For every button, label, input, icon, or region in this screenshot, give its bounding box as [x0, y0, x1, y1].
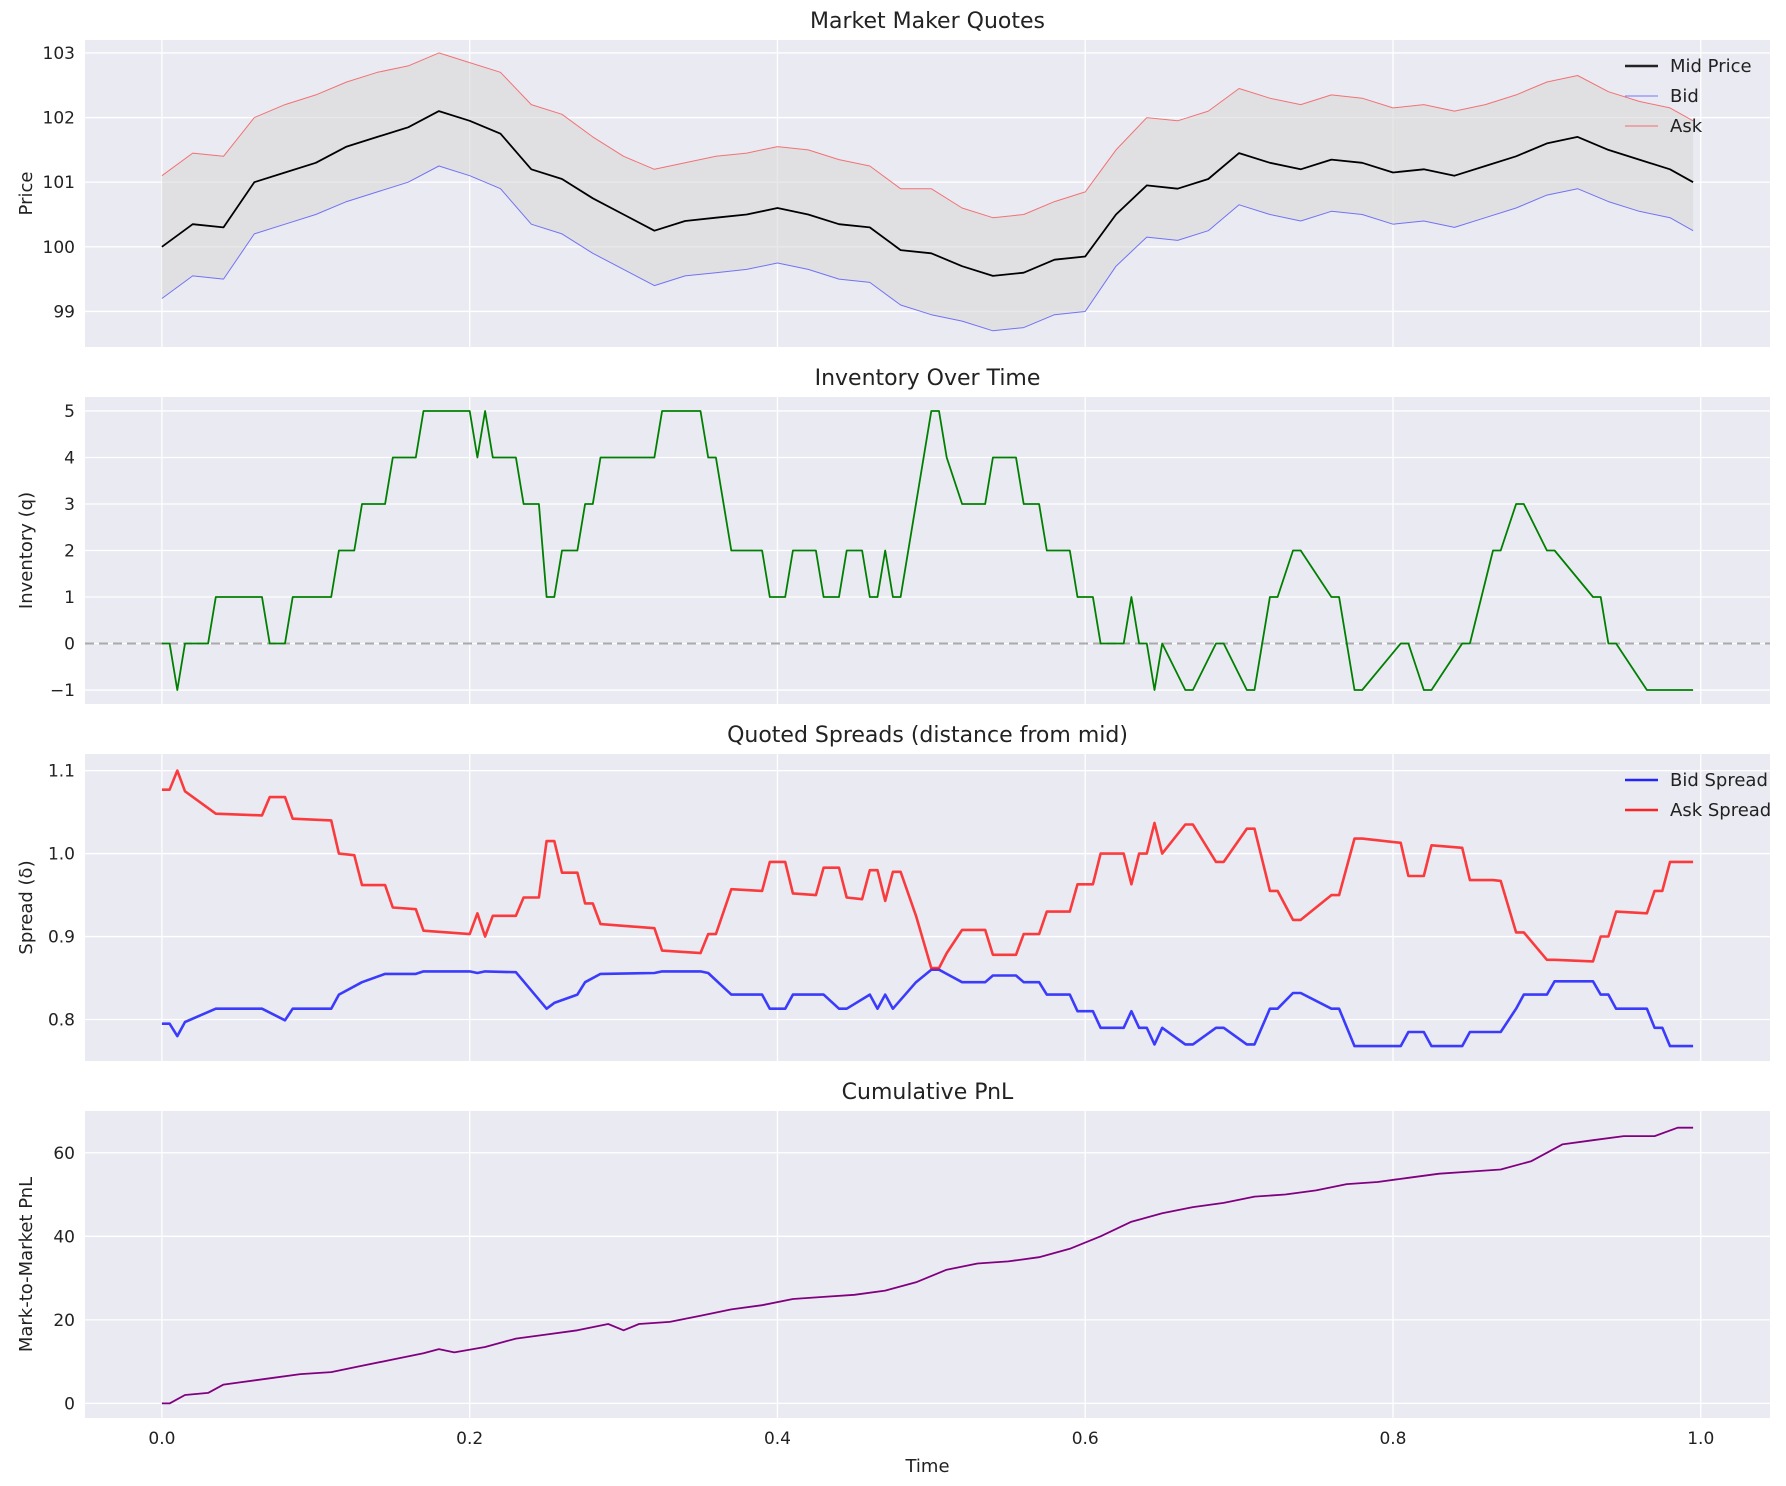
- y-tick-label: 20: [53, 1311, 75, 1331]
- chart-panel-3: Quoted Spreads (distance from mid) Spread…: [16, 723, 1771, 1061]
- y-tick-label: −1: [50, 681, 75, 701]
- y-tick-label: 100: [43, 238, 75, 258]
- y-tick-label: 5: [64, 402, 75, 422]
- x-tick-label: 0.2: [456, 1429, 483, 1449]
- chart-panel-1: Market Maker Quotes Price 99 100 101 102 103 Mi…: [16, 9, 1770, 347]
- y-tick-label: 1.1: [48, 762, 75, 782]
- data-layer: [161, 1126, 1694, 1405]
- series-line-ask: [161, 52, 1694, 219]
- y-tick-label: 0.8: [48, 1011, 75, 1031]
- x-axis-label: Time: [904, 1456, 949, 1477]
- y-axis-label: Price: [16, 172, 37, 216]
- legend: Mid Price Bid Ask: [1625, 56, 1752, 137]
- y-axis-label: Inventory (q): [16, 492, 37, 609]
- chart-title: Quoted Spreads (distance from mid): [727, 723, 1128, 748]
- legend-label: Mid Price: [1670, 56, 1752, 77]
- y-tick-label: 99: [53, 302, 75, 322]
- x-tick-label: 0.6: [1072, 1429, 1099, 1449]
- legend: Bid Spread Ask Spread: [1625, 770, 1771, 821]
- y-tick-label: 1: [64, 588, 75, 608]
- series-line-4: [161, 1126, 1694, 1405]
- legend-label: Bid: [1670, 86, 1699, 107]
- y-tick-label: 0: [64, 1394, 75, 1414]
- legend-label: Bid Spread: [1670, 770, 1768, 791]
- series-line-ask-spread: [161, 769, 1694, 970]
- y-axis-label: Mark-to-Market PnL: [16, 1177, 37, 1352]
- y-tick-label: 4: [64, 448, 75, 468]
- chart-title: Inventory Over Time: [815, 366, 1041, 391]
- y-tick-label: 0: [64, 635, 75, 655]
- series-line-bid-spread: [161, 968, 1694, 1048]
- plot-area: [85, 754, 1770, 1061]
- series-line-mid-price: [161, 110, 1694, 277]
- bid-ask-band: [161, 52, 1694, 331]
- data-layer: [161, 52, 1694, 332]
- chart-panel-4: Cumulative PnL Mark-to-Market PnL 0 20 40 60 0…: [16, 1080, 1770, 1477]
- y-tick-label: 40: [53, 1227, 75, 1247]
- y-axis-label: Spread (δ): [16, 860, 37, 954]
- y-tick-label: 102: [43, 109, 75, 129]
- y-tick-label: 60: [53, 1144, 75, 1164]
- y-tick-label: 101: [43, 173, 75, 193]
- series-line-bid: [161, 165, 1694, 332]
- legend-label: Ask Spread: [1670, 800, 1771, 821]
- chart-title: Market Maker Quotes: [810, 9, 1045, 34]
- y-tick-label: 103: [43, 44, 75, 64]
- y-tick-label: 1.0: [48, 845, 75, 865]
- x-tick-label: 0.4: [764, 1429, 791, 1449]
- x-tick-label: 0.0: [148, 1429, 175, 1449]
- x-tick-label: 0.8: [1379, 1429, 1406, 1449]
- chart-title: Cumulative PnL: [842, 1080, 1014, 1105]
- x-tick-label: 1.0: [1687, 1429, 1714, 1449]
- data-layer: [85, 410, 1770, 691]
- y-tick-label: 0.9: [48, 928, 75, 948]
- chart-panel-2: Inventory Over Time Inventory (q) −1 0 1 2 3 4 5: [16, 366, 1770, 704]
- plot-area: [85, 1111, 1770, 1418]
- series-line-2: [161, 410, 1694, 691]
- data-layer: [161, 769, 1694, 1048]
- y-tick-label: 3: [64, 495, 75, 515]
- legend-label: Ask: [1670, 116, 1703, 137]
- y-tick-label: 2: [64, 542, 75, 562]
